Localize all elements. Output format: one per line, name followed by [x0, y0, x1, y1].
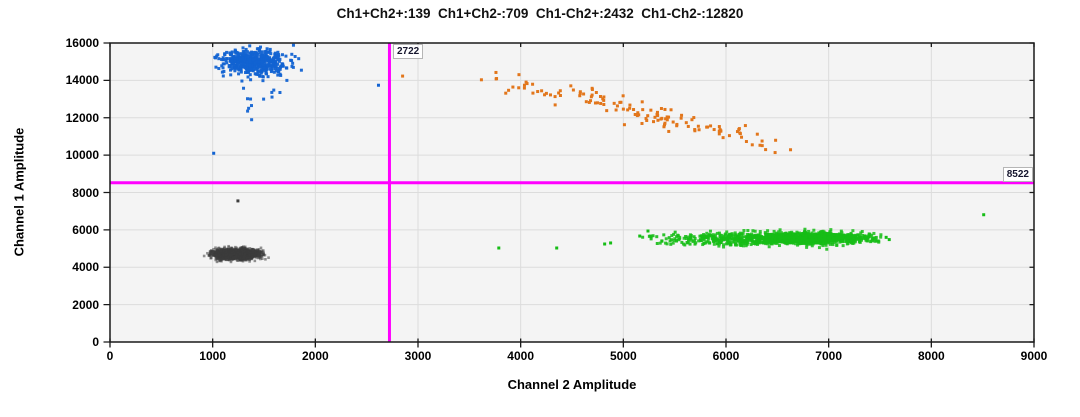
x-tick-label: 9000: [1020, 349, 1048, 363]
y-tick-label: 8000: [72, 185, 99, 200]
x-tick-label: 8000: [917, 349, 945, 363]
y-tick-label: 2000: [72, 297, 99, 312]
x-tick-label: 4000: [507, 349, 535, 363]
x-tick-label: 5000: [609, 349, 637, 363]
y-threshold-value-label: 8522: [1002, 167, 1033, 182]
x-tick-label: 0: [106, 349, 114, 363]
y-tick-label: 14000: [65, 73, 99, 88]
y-tick-label: 0: [92, 335, 99, 349]
y-tick-label: 16000: [65, 36, 99, 50]
x-tick-label: 7000: [815, 349, 843, 363]
x-tick-label: 6000: [712, 349, 740, 363]
x-tick-label: 2000: [301, 349, 329, 363]
x-threshold-value-label: 2722: [393, 44, 424, 59]
plot-title: Ch1+Ch2+:139 Ch1+Ch2-:709 Ch1-Ch2+:2432 …: [336, 6, 744, 21]
y-tick-label: 4000: [72, 260, 99, 275]
x-axis-title: Channel 2 Amplitude: [507, 377, 637, 392]
y-tick-label: 6000: [72, 222, 99, 237]
x-tick-label: 1000: [199, 349, 227, 363]
y-tick-label: 12000: [65, 110, 99, 125]
y-tick-label: 10000: [65, 148, 99, 163]
x-tick-label: 3000: [404, 349, 432, 363]
